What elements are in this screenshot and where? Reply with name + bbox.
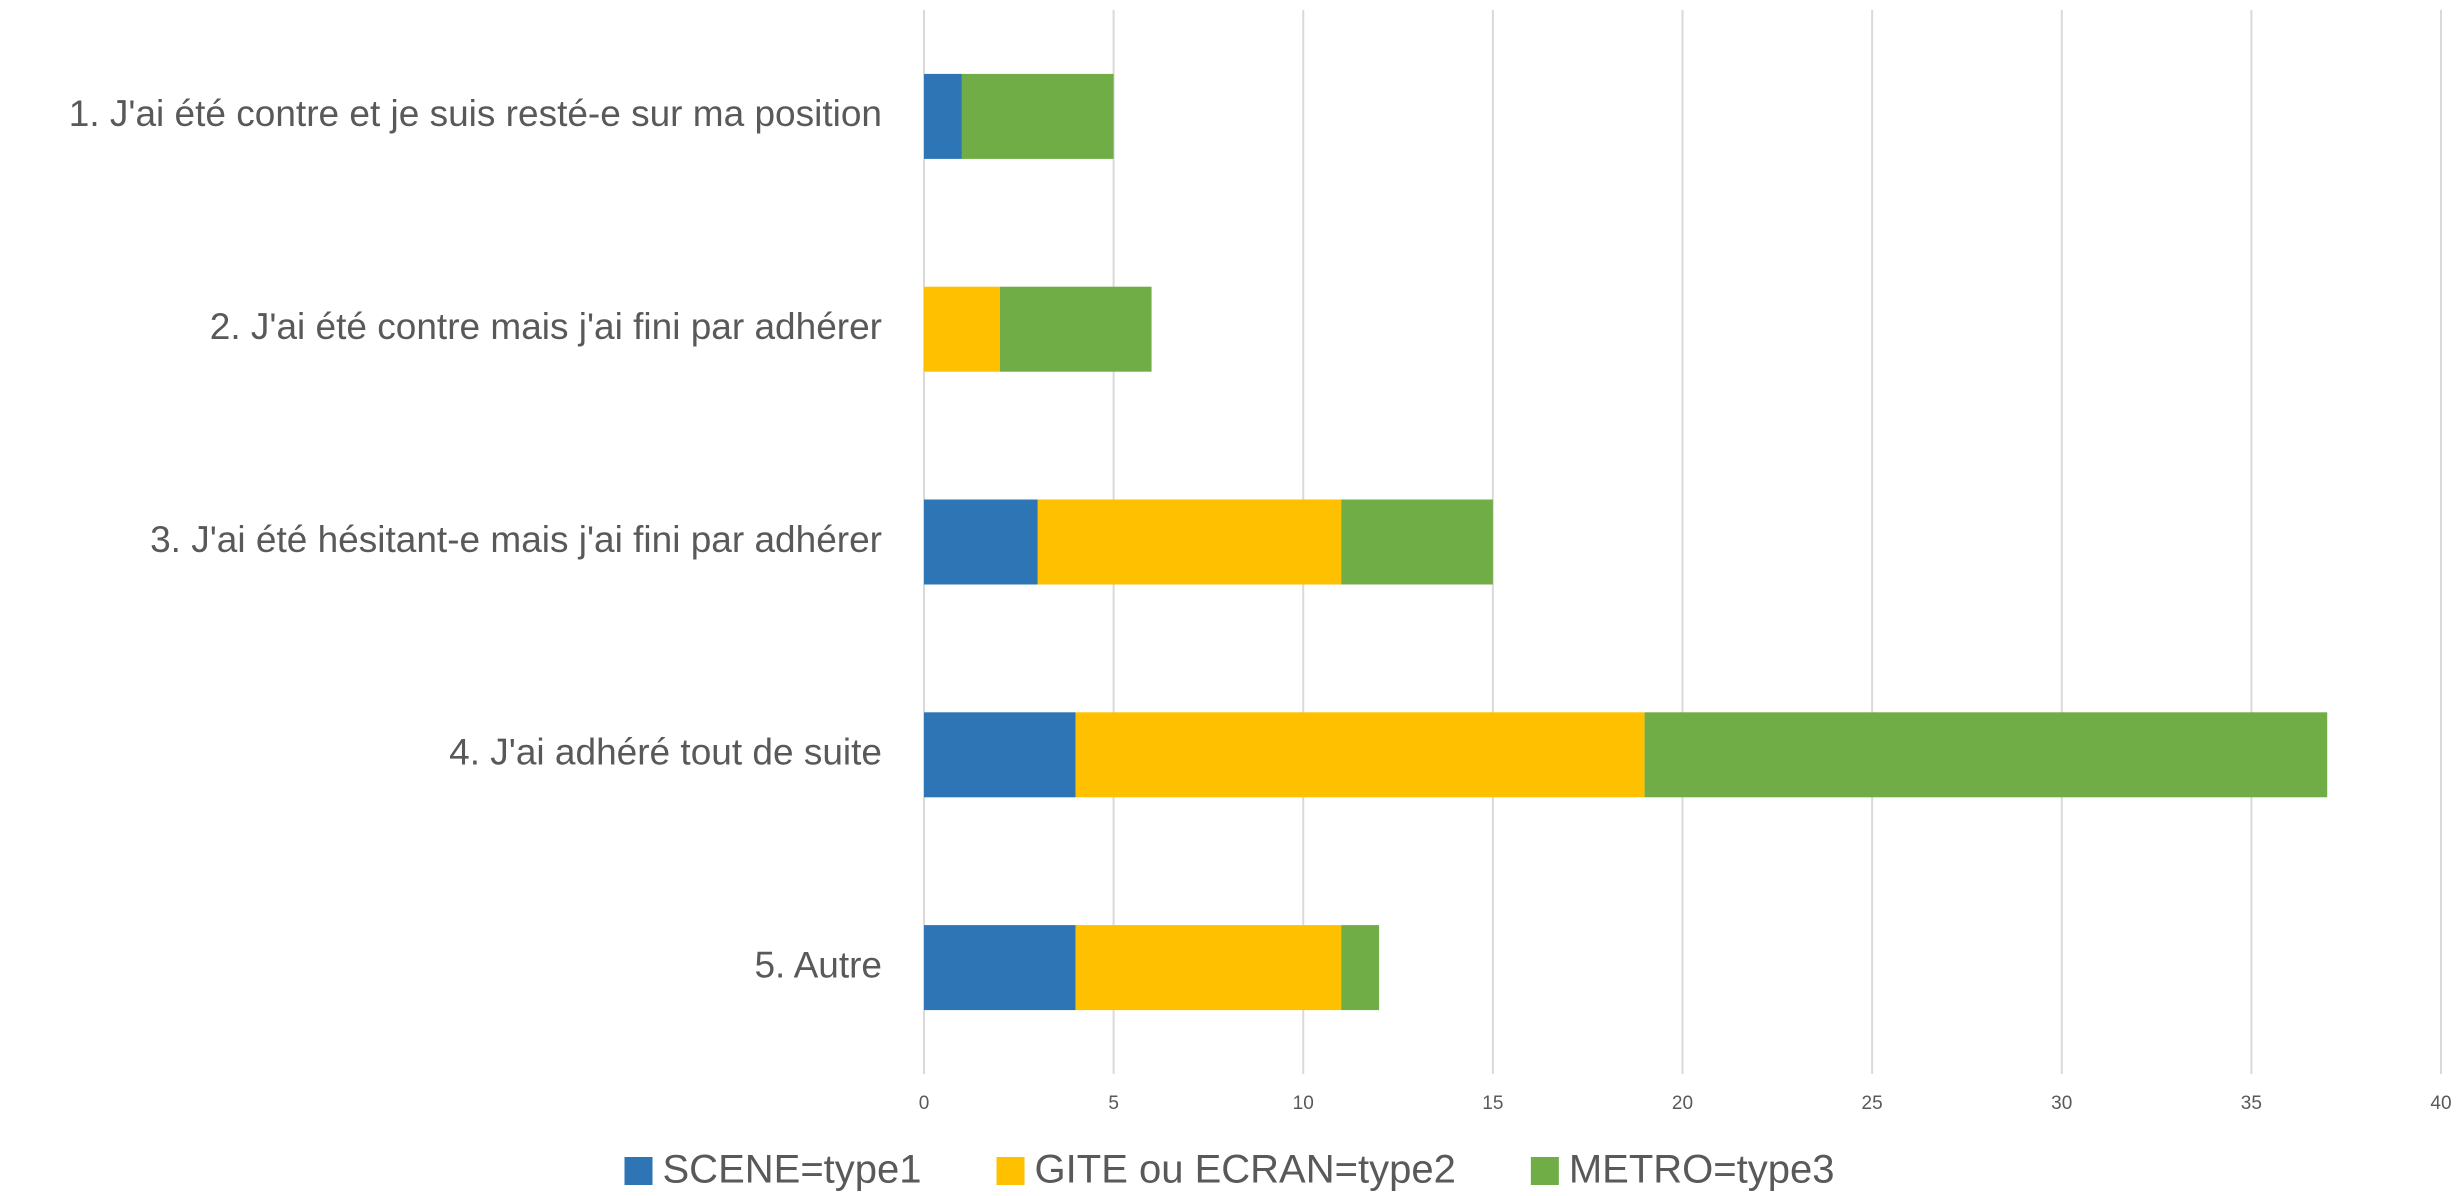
y-tick-label: 3. J'ai été hésitant-e mais j'ai fini pa… (150, 519, 882, 560)
x-tick-label: 10 (1293, 1093, 1314, 1114)
x-tick-label: 0 (919, 1093, 930, 1114)
bar-segment (924, 73, 962, 159)
bar-segment (999, 286, 1152, 372)
bar-segment (1341, 499, 1493, 585)
bar-segment (924, 712, 1076, 798)
legend-label: METRO=type3 (1569, 1148, 1835, 1192)
bar-segment (1644, 712, 2328, 798)
y-tick-label: 2. J'ai été contre mais j'ai fini par ad… (210, 306, 882, 347)
bar-segment (1075, 925, 1342, 1011)
legend-label: SCENE=type1 (663, 1148, 922, 1192)
bar-segment (1341, 925, 1380, 1011)
y-tick-label: 5. Autre (754, 944, 882, 985)
x-tick-label: 5 (1108, 1093, 1119, 1114)
bar-segment (961, 73, 1114, 159)
bar-segment (924, 286, 1000, 372)
legend-swatch (624, 1157, 653, 1185)
bar-segment (924, 925, 1076, 1011)
bar-segment (924, 499, 1038, 585)
x-tick-label: 15 (1482, 1093, 1503, 1114)
x-tick-label: 25 (1862, 1093, 1883, 1114)
y-tick-label: 4. J'ai adhéré tout de suite (449, 732, 882, 773)
x-tick-label: 40 (2430, 1093, 2451, 1114)
bar-segment (1075, 712, 1645, 798)
legend-swatch (996, 1157, 1025, 1185)
x-tick-label: 35 (2241, 1093, 2262, 1114)
legend-swatch (1530, 1157, 1559, 1185)
x-tick-label: 30 (2051, 1093, 2072, 1114)
legend-label: GITE ou ECRAN=type2 (1035, 1148, 1456, 1192)
y-tick-label: 1. J'ai été contre et je suis resté-e su… (69, 93, 882, 134)
x-tick-label: 20 (1672, 1093, 1693, 1114)
bar-segment (1037, 499, 1342, 585)
